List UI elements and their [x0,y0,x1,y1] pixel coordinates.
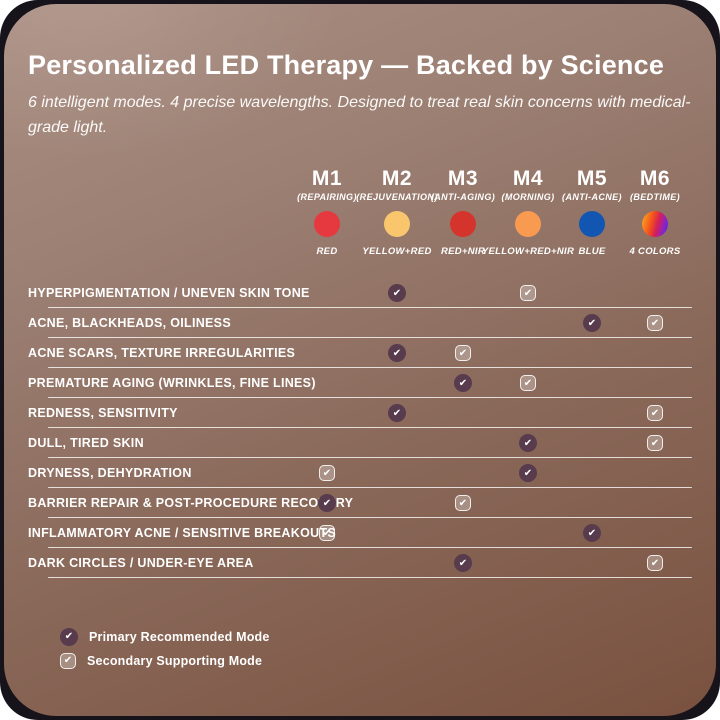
mode-wavelength: BLUE [578,246,606,257]
mode-name: (ANTI-AGING) [430,192,496,202]
legend-secondary-label: Secondary Supporting Mode [87,653,263,668]
primary-check-icon: ✔ [388,344,406,362]
mode-code: M3 [447,167,479,190]
mode-color-swatch-icon [579,211,605,237]
primary-check-icon: ✔ [583,314,601,332]
legend: ✔ Primary Recommended Mode ✔ Secondary S… [60,627,270,676]
table-row: PREMATURE AGING (WRINKLES, FINE LINES) ✔… [0,368,720,398]
secondary-check-icon: ✔ [520,375,536,391]
mode-color-swatch-icon [515,211,541,237]
secondary-check-icon: ✔ [647,315,663,331]
concern-label: DARK CIRCLES / UNDER-EYE AREA [28,556,254,570]
concern-label: ACNE SCARS, TEXTURE IRREGULARITIES [28,346,296,360]
secondary-check-icon: ✔ [60,652,76,669]
mode-code: M6 [639,167,671,190]
table-row: INFLAMMATORY ACNE / SENSITIVE BREAKOUTS … [0,518,720,548]
primary-check-icon: ✔ [60,627,78,646]
mode-name: (ANTI-ACNE) [562,192,622,202]
mode-column-m1: M1 (REPAIRING) RED [272,167,382,258]
secondary-check-icon: ✔ [647,555,663,571]
mode-code: M2 [381,167,413,190]
mode-wavelength: YELLOW+RED+NIR [481,246,575,257]
mode-column-m4: M4 (MORNING) YELLOW+RED+NIR [473,167,583,258]
mode-color-swatch-icon [450,211,476,237]
concern-label: HYPERPIGMENTATION / UNEVEN SKIN TONE [28,286,310,300]
primary-check-icon: ✔ [454,554,472,572]
mode-name: (REPAIRING) [297,192,357,202]
mode-wavelength: YELLOW+RED [362,246,432,257]
primary-check-icon: ✔ [388,284,406,302]
mode-code: M1 [311,167,343,190]
mode-wavelength: 4 COLORS [629,246,681,257]
mode-column-m6: M6 (BEDTIME) 4 COLORS [600,167,710,258]
primary-check-icon: ✔ [583,524,601,542]
mode-wavelength: RED [316,246,338,257]
mode-column-m3: M3 (ANTI-AGING) RED+NIR [408,167,518,258]
secondary-check-icon: ✔ [319,525,335,541]
mode-code: M5 [576,167,608,190]
table-row: BARRIER REPAIR & POST-PROCEDURE RECOVERY… [0,488,720,518]
secondary-check-icon: ✔ [647,435,663,451]
secondary-check-icon: ✔ [319,465,335,481]
mode-code: M4 [512,167,544,190]
concern-label: REDNESS, SENSITIVITY [28,406,178,420]
mode-color-swatch-icon [314,211,340,237]
mode-name: (REJUVENATION) [356,192,438,202]
secondary-check-icon: ✔ [520,285,536,301]
page-subtitle: 6 intelligent modes. 4 precise wavelengt… [28,94,691,136]
concern-label: ACNE, BLACKHEADS, OILINESS [28,316,231,330]
table-row: DULL, TIRED SKIN ✔ ✔ [0,428,720,458]
table-row: DRYNESS, DEHYDRATION ✔ ✔ [0,458,720,488]
page-title: Personalized LED Therapy — Backed by Sci… [28,50,665,80]
concern-label: DRYNESS, DEHYDRATION [28,466,192,480]
mode-color-swatch-icon [384,211,410,237]
primary-check-icon: ✔ [388,404,406,422]
primary-check-icon: ✔ [519,434,537,452]
primary-check-icon: ✔ [519,464,537,482]
table-row: REDNESS, SENSITIVITY ✔ ✔ [0,398,720,428]
legend-primary-row: ✔ Primary Recommended Mode [60,627,270,646]
primary-check-icon: ✔ [318,494,336,512]
mode-column-m5: M5 (ANTI-ACNE) BLUE [537,167,647,258]
table-row: ACNE, BLACKHEADS, OILINESS ✔ ✔ [0,308,720,338]
secondary-check-icon: ✔ [647,405,663,421]
concern-label: DULL, TIRED SKIN [28,436,144,450]
mode-name: (BEDTIME) [629,192,681,202]
secondary-check-icon: ✔ [455,495,471,511]
mode-wavelength: RED+NIR [440,246,486,257]
table-row: DARK CIRCLES / UNDER-EYE AREA ✔ ✔ [0,548,720,578]
concern-label: BARRIER REPAIR & POST-PROCEDURE RECOVERY [28,496,354,510]
mode-name: (MORNING) [501,192,555,202]
primary-check-icon: ✔ [454,374,472,392]
table-row: HYPERPIGMENTATION / UNEVEN SKIN TONE ✔ ✔ [0,278,720,308]
mode-color-swatch-icon [642,211,668,237]
concern-label: PREMATURE AGING (WRINKLES, FINE LINES) [28,376,316,390]
legend-secondary-row: ✔ Secondary Supporting Mode [60,652,270,669]
legend-primary-label: Primary Recommended Mode [89,629,270,644]
mode-column-m2: M2 (REJUVENATION) YELLOW+RED [342,167,452,258]
led-therapy-card [4,4,716,716]
secondary-check-icon: ✔ [455,345,471,361]
concern-label: INFLAMMATORY ACNE / SENSITIVE BREAKOUTS [28,526,337,540]
table-row: ACNE SCARS, TEXTURE IRREGULARITIES ✔ ✔ [0,338,720,368]
